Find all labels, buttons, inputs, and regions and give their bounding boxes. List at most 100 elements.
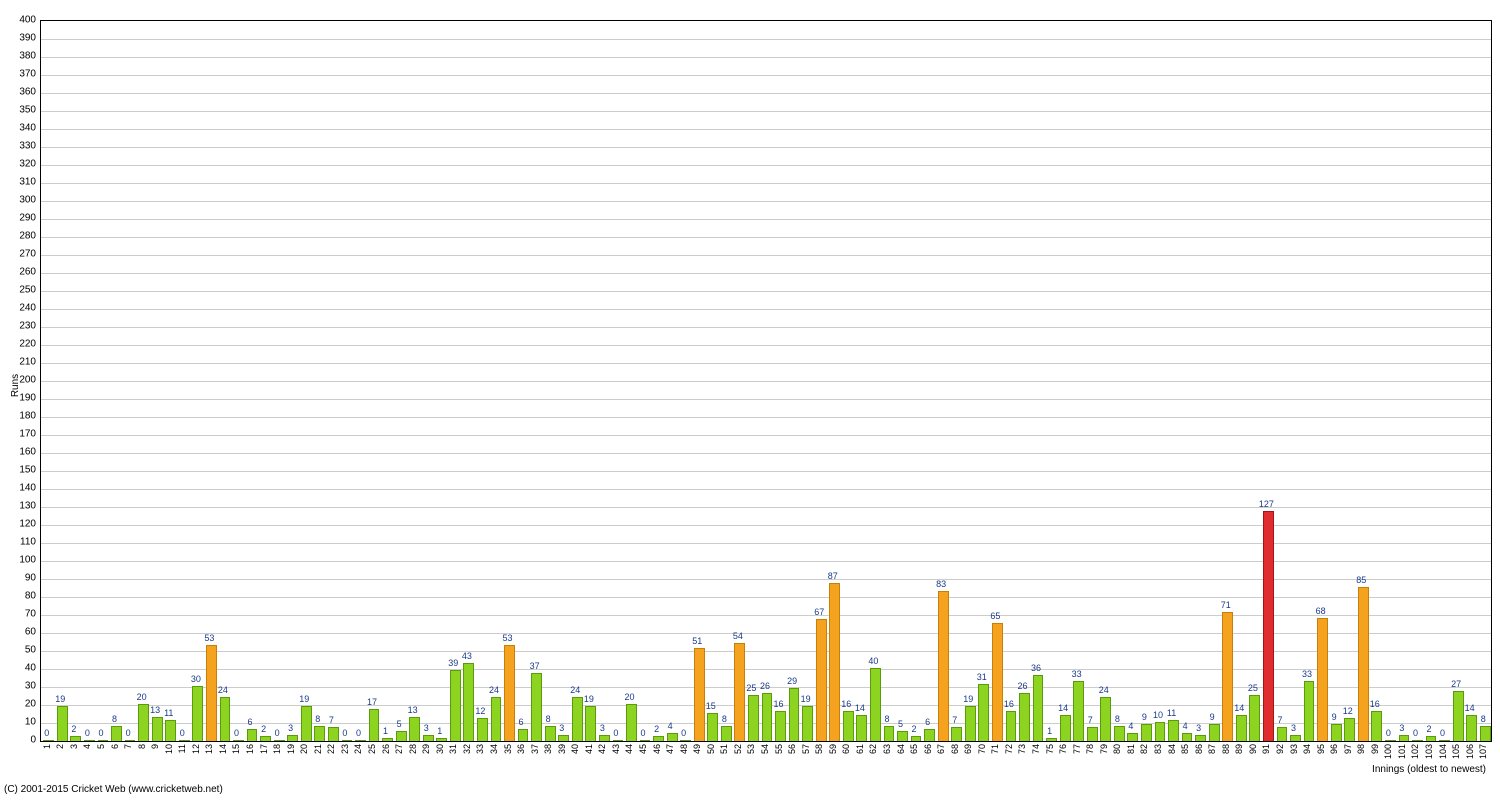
x-tick-label: 80 — [1112, 744, 1122, 754]
bar — [1236, 715, 1247, 741]
bar — [138, 704, 149, 741]
bar-value-label: 3 — [559, 723, 564, 733]
bar — [1344, 718, 1355, 741]
x-tick-label: 25 — [367, 744, 377, 754]
bar — [396, 731, 407, 741]
grid-line — [41, 381, 1491, 382]
bar — [233, 740, 244, 741]
bar — [1385, 740, 1396, 741]
y-tick-label: 30 — [12, 681, 36, 692]
y-tick-label: 380 — [12, 51, 36, 62]
bar — [585, 706, 596, 741]
grid-line — [41, 75, 1491, 76]
bar-value-label: 13 — [150, 705, 160, 715]
bar — [653, 736, 664, 741]
bar — [111, 726, 122, 741]
bar — [287, 735, 298, 741]
y-tick-label: 400 — [12, 15, 36, 26]
x-tick-label: 90 — [1248, 744, 1258, 754]
x-tick-label: 61 — [855, 744, 865, 754]
bar — [1087, 727, 1098, 741]
x-tick-label: 105 — [1451, 744, 1461, 759]
x-tick-label: 94 — [1302, 744, 1312, 754]
bar-value-label: 25 — [1248, 683, 1258, 693]
bar-value-label: 2 — [912, 724, 917, 734]
bar-value-label: 15 — [706, 701, 716, 711]
y-tick-label: 210 — [12, 357, 36, 368]
bar — [1127, 733, 1138, 741]
x-tick-label: 87 — [1207, 744, 1217, 754]
bar-value-label: 24 — [489, 685, 499, 695]
bar — [504, 645, 515, 741]
bar — [856, 715, 867, 741]
bar — [572, 697, 583, 741]
x-tick-label: 8 — [137, 744, 147, 749]
bar-value-label: 37 — [530, 661, 540, 671]
y-tick-label: 0 — [12, 735, 36, 746]
bar-value-label: 27 — [1451, 679, 1461, 689]
bar — [1195, 735, 1206, 741]
bar — [734, 643, 745, 741]
runs-bar-chart: Runs Innings (oldest to newest) (C) 2001… — [0, 0, 1500, 800]
bar-value-label: 16 — [1004, 699, 1014, 709]
bar-value-label: 19 — [801, 694, 811, 704]
bar — [545, 726, 556, 741]
x-tick-label: 70 — [977, 744, 987, 754]
bar — [247, 729, 258, 741]
y-tick-label: 230 — [12, 321, 36, 332]
bar — [1263, 511, 1274, 741]
x-tick-label: 24 — [353, 744, 363, 754]
bar — [192, 686, 203, 741]
bar — [1439, 740, 1450, 741]
bar — [84, 740, 95, 741]
bar — [206, 645, 217, 741]
bar — [1033, 675, 1044, 741]
bar — [125, 740, 136, 741]
bar — [1331, 724, 1342, 741]
x-tick-label: 81 — [1126, 744, 1136, 754]
x-tick-label: 106 — [1465, 744, 1475, 759]
bar-value-label: 30 — [191, 674, 201, 684]
bar-value-label: 2 — [1427, 724, 1432, 734]
bar — [626, 704, 637, 741]
grid-line — [41, 453, 1491, 454]
x-tick-label: 34 — [489, 744, 499, 754]
bar — [477, 718, 488, 741]
y-tick-label: 190 — [12, 393, 36, 404]
x-tick-label: 56 — [787, 744, 797, 754]
bar — [721, 726, 732, 741]
x-tick-label: 104 — [1438, 744, 1448, 759]
bar — [423, 735, 434, 741]
x-tick-label: 75 — [1045, 744, 1055, 754]
bar — [1290, 735, 1301, 741]
x-tick-label: 73 — [1017, 744, 1027, 754]
x-tick-label: 54 — [760, 744, 770, 754]
bar-value-label: 13 — [408, 705, 418, 715]
bar-value-label: 3 — [1399, 723, 1404, 733]
bar — [98, 740, 109, 741]
x-tick-label: 78 — [1085, 744, 1095, 754]
y-tick-label: 360 — [12, 87, 36, 98]
bar-value-label: 36 — [1031, 663, 1041, 673]
x-tick-label: 60 — [841, 744, 851, 754]
bar-value-label: 8 — [1115, 714, 1120, 724]
bar-value-label: 8 — [1481, 714, 1486, 724]
bar — [694, 648, 705, 741]
bar-value-label: 0 — [85, 728, 90, 738]
x-tick-label: 98 — [1356, 744, 1366, 754]
bar-value-label: 19 — [299, 694, 309, 704]
y-tick-label: 390 — [12, 33, 36, 44]
bar — [965, 706, 976, 741]
x-tick-label: 42 — [597, 744, 607, 754]
bar — [911, 736, 922, 741]
grid-line — [41, 183, 1491, 184]
x-tick-label: 53 — [746, 744, 756, 754]
bar — [369, 709, 380, 741]
y-tick-label: 330 — [12, 141, 36, 152]
bar-value-label: 40 — [868, 656, 878, 666]
x-tick-label: 99 — [1370, 744, 1380, 754]
bar — [1412, 740, 1423, 741]
bar — [938, 591, 949, 741]
y-tick-label: 250 — [12, 285, 36, 296]
bar-value-label: 127 — [1259, 499, 1274, 509]
